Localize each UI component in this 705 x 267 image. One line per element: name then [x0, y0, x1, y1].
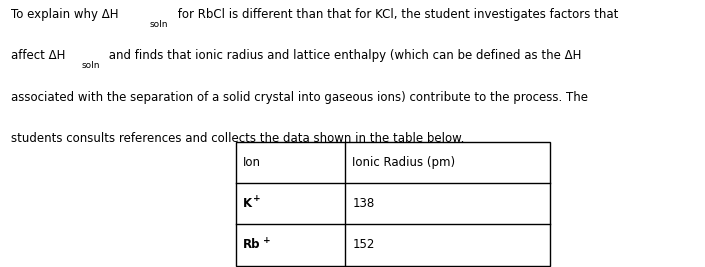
Text: 138: 138 [352, 197, 375, 210]
Text: soln: soln [82, 61, 100, 70]
Text: associated with the separation of a solid crystal into gaseous ions) contribute : associated with the separation of a soli… [11, 91, 588, 104]
Text: +: + [253, 194, 261, 203]
Text: soln: soln [150, 20, 168, 29]
Text: and finds that ionic radius and lattice enthalpy (which can be defined as the ΔH: and finds that ionic radius and lattice … [105, 49, 582, 62]
Text: +: + [264, 235, 271, 245]
Text: students consults references and collects the data shown in the table below.: students consults references and collect… [11, 132, 465, 145]
Text: 152: 152 [352, 238, 375, 252]
Text: Rb: Rb [243, 238, 261, 252]
Text: affect ΔH: affect ΔH [11, 49, 66, 62]
Text: To explain why ΔH: To explain why ΔH [11, 8, 118, 21]
Text: K: K [243, 197, 252, 210]
Text: for RbCl is different than that for KCl, the student investigates factors that: for RbCl is different than that for KCl,… [174, 8, 618, 21]
Text: Ionic Radius (pm): Ionic Radius (pm) [352, 156, 455, 169]
Text: Ion: Ion [243, 156, 262, 169]
